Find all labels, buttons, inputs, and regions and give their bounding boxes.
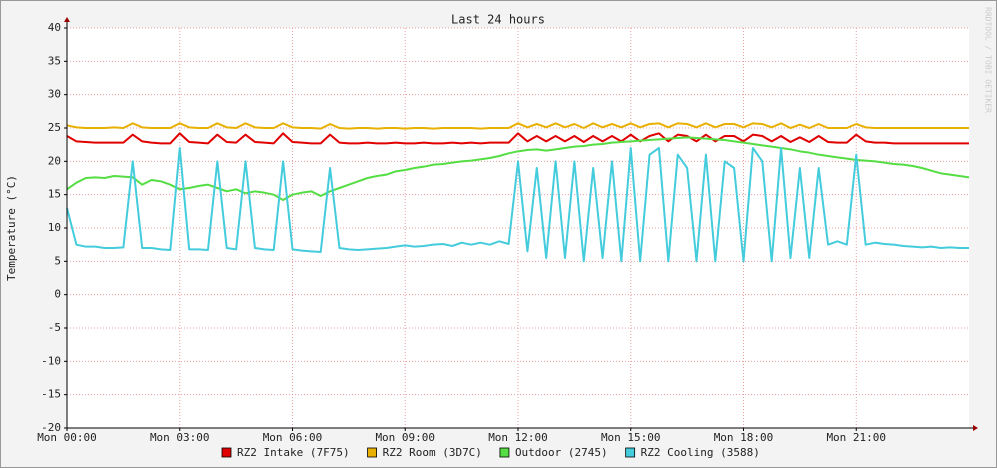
y-tick-label: 25 — [48, 121, 61, 134]
y-tick-label: -20 — [41, 421, 61, 434]
x-tick-label: Mon 00:00 — [37, 431, 97, 444]
x-tick-label: Mon 12:00 — [488, 431, 548, 444]
x-tick-label: Mon 21:00 — [826, 431, 886, 444]
legend-label: RZ2 Cooling (3588) — [641, 446, 760, 459]
y-tick-label: 30 — [48, 88, 61, 101]
legend-swatch — [221, 447, 232, 458]
y-tick-label: -15 — [41, 388, 61, 401]
chart-title: Last 24 hours — [451, 13, 545, 27]
x-tick-label: Mon 09:00 — [375, 431, 435, 444]
y-tick-label: 10 — [48, 221, 61, 234]
legend-swatch — [367, 447, 377, 458]
y-tick-label: 35 — [48, 54, 61, 67]
x-tick-label: Mon 18:00 — [714, 431, 774, 444]
series-line — [66, 132, 969, 145]
series-line — [66, 147, 969, 263]
legend-swatch — [499, 447, 510, 458]
x-tick-label: Mon 06:00 — [263, 431, 323, 444]
legend-swatch — [625, 447, 636, 458]
y-tick-label: 0 — [54, 288, 61, 301]
series-line — [66, 136, 970, 201]
legend-label: RZ2 Intake (7F75) — [237, 446, 350, 459]
y-tick-label: 5 — [54, 254, 61, 267]
legend-label: Outdoor (2745) — [515, 446, 608, 459]
y-tick-label: -5 — [48, 321, 61, 334]
watermark: RRDTOOL / TOBI OETIKER — [984, 7, 993, 113]
y-tick-label: 20 — [48, 154, 61, 167]
y-axis-label: Temperature (°C) — [5, 175, 18, 281]
y-axis-arrow — [64, 17, 70, 22]
y-tick-label: -10 — [41, 354, 61, 367]
y-tick-label: 15 — [48, 188, 61, 201]
x-tick-label: Mon 03:00 — [150, 431, 210, 444]
x-axis-arrow — [973, 425, 978, 431]
series-line — [66, 122, 969, 130]
legend-label: RZ2 Room (3D7C) — [383, 446, 482, 459]
x-tick-label: Mon 15:00 — [601, 431, 661, 444]
y-tick-label: 40 — [48, 21, 61, 34]
